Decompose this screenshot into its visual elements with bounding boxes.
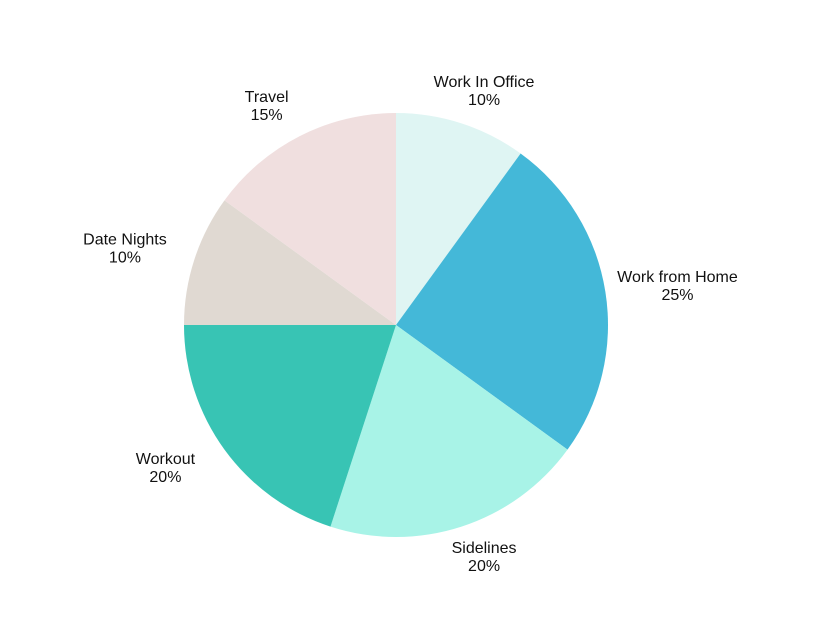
slice-value-label: 20% xyxy=(149,469,181,486)
pie-slice xyxy=(184,325,396,527)
slice-label: Sidelines xyxy=(452,540,517,557)
slice-value-label: 10% xyxy=(468,92,500,109)
pie-slice xyxy=(330,325,568,537)
slice-label: Work from Home xyxy=(617,269,738,286)
pie-slice xyxy=(396,153,608,450)
slice-label: Date Nights xyxy=(83,232,167,249)
slice-value-label: 15% xyxy=(251,107,283,124)
slice-value-label: 10% xyxy=(109,250,141,267)
pie-slice xyxy=(184,200,396,325)
pie-slice xyxy=(396,113,521,325)
slice-label: Workout xyxy=(136,451,196,468)
pie-slice xyxy=(224,112,396,325)
slice-label: Work In Office xyxy=(434,74,535,91)
slice-value-label: 20% xyxy=(468,558,500,575)
slice-value-label: 25% xyxy=(661,287,693,304)
slice-label: Travel xyxy=(245,89,289,106)
